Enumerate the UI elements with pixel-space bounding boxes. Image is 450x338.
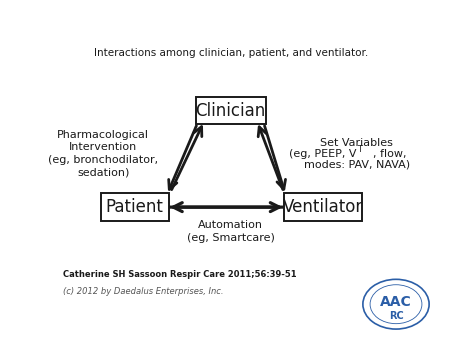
Text: Ventilator: Ventilator (283, 198, 363, 216)
Text: Clinician: Clinician (195, 102, 266, 120)
Text: , flow,: , flow, (373, 149, 406, 159)
Text: (c) 2012 by Daedalus Enterprises, Inc.: (c) 2012 by Daedalus Enterprises, Inc. (63, 287, 224, 296)
Text: Catherine SH Sassoon Respir Care 2011;56:39-51: Catherine SH Sassoon Respir Care 2011;56… (63, 270, 297, 279)
Text: (eg, PEEP, V: (eg, PEEP, V (289, 149, 357, 159)
FancyBboxPatch shape (196, 97, 266, 124)
FancyBboxPatch shape (284, 193, 362, 221)
Text: Automation
(eg, Smartcare): Automation (eg, Smartcare) (187, 220, 274, 243)
Text: AAC: AAC (380, 295, 412, 309)
FancyBboxPatch shape (101, 193, 169, 221)
Text: Patient: Patient (106, 198, 164, 216)
Text: RC: RC (389, 311, 403, 321)
Text: Pharmacological
Intervention
(eg, bronchodilator,
sedation): Pharmacological Intervention (eg, bronch… (48, 129, 158, 178)
Text: Set Variables: Set Variables (320, 138, 393, 148)
Text: Interactions among clinician, patient, and ventilator.: Interactions among clinician, patient, a… (94, 48, 368, 58)
Text: modes: PAV, NAVA): modes: PAV, NAVA) (304, 160, 410, 170)
Text: T: T (357, 145, 362, 154)
